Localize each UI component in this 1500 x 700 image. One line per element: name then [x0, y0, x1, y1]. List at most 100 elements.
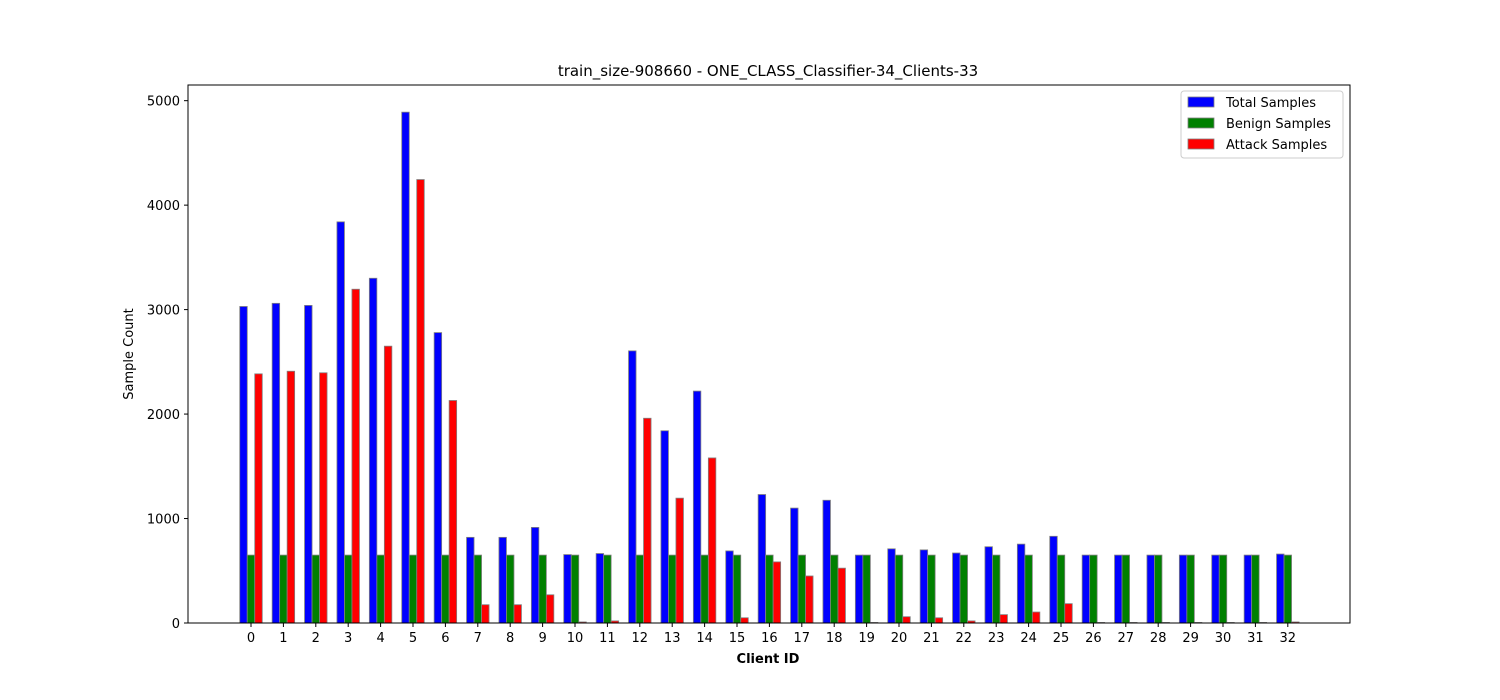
bar-total-samples-5 — [401, 111, 410, 624]
bar-total-samples-22 — [952, 552, 961, 624]
x-tick-label-7: 7 — [474, 631, 482, 646]
legend-label-attack-samples: Attack Samples — [1226, 138, 1327, 153]
bar-benign-samples-28 — [1154, 554, 1163, 624]
x-tick-label-14: 14 — [696, 631, 713, 646]
bar-attack-samples-20 — [902, 616, 911, 624]
bar-total-samples-19 — [854, 554, 864, 624]
x-tick-label-29: 29 — [1182, 631, 1199, 646]
bar-total-samples-3 — [336, 221, 345, 624]
bar-attack-samples-8 — [513, 604, 522, 624]
bar-benign-samples-6 — [441, 554, 450, 624]
bar-attack-samples-24 — [1031, 611, 1041, 624]
y-tick-label-2000: 2000 — [147, 408, 180, 423]
bar-benign-samples-3 — [344, 554, 353, 624]
x-axis-title: Client ID — [737, 652, 800, 667]
bar-benign-samples-23 — [992, 554, 1001, 624]
x-tick-label-16: 16 — [761, 631, 778, 646]
legend-label-benign-samples: Benign Samples — [1226, 117, 1331, 132]
bar-total-samples-25 — [1049, 535, 1058, 624]
bar-total-samples-29 — [1178, 554, 1188, 624]
x-tick-label-9: 9 — [538, 631, 546, 646]
x-tick-label-19: 19 — [858, 631, 875, 646]
bar-benign-samples-27 — [1121, 554, 1130, 624]
bar-total-samples-24 — [1016, 543, 1026, 624]
x-tick-label-4: 4 — [376, 631, 384, 646]
bar-total-samples-9 — [530, 527, 540, 624]
bar-benign-samples-7 — [473, 554, 482, 624]
legend-label-total-samples: Total Samples — [1225, 96, 1316, 111]
bar-attack-samples-5 — [416, 179, 425, 624]
bar-total-samples-30 — [1211, 554, 1220, 624]
bar-total-samples-21 — [919, 549, 929, 624]
bar-total-samples-32 — [1276, 553, 1285, 624]
legend-swatch-total-samples — [1187, 96, 1215, 108]
bar-total-samples-28 — [1146, 554, 1155, 624]
bar-benign-samples-16 — [765, 554, 774, 624]
bar-total-samples-14 — [692, 390, 702, 624]
x-tick-label-32: 32 — [1280, 631, 1297, 646]
bar-attack-samples-13 — [675, 497, 684, 624]
x-tick-label-17: 17 — [794, 631, 811, 646]
bar-attack-samples-4 — [383, 345, 393, 624]
bar-attack-samples-14 — [707, 457, 717, 624]
bar-benign-samples-24 — [1024, 554, 1033, 624]
bar-total-samples-13 — [660, 430, 669, 624]
bar-benign-samples-11 — [603, 554, 612, 624]
bars-group — [239, 111, 1300, 624]
x-tick-label-12: 12 — [632, 631, 649, 646]
bar-benign-samples-1 — [279, 554, 288, 624]
x-tick-label-18: 18 — [826, 631, 843, 646]
legend-items: Total Samples Benign Samples Attack Sample… — [1187, 96, 1331, 153]
bar-total-samples-31 — [1243, 554, 1253, 624]
bar-total-samples-20 — [887, 548, 896, 624]
chart-title: train_size-908660 - ONE_CLASS_Classifier… — [558, 62, 978, 81]
y-tick-label-1000: 1000 — [147, 513, 180, 528]
bar-attack-samples-21 — [934, 617, 944, 624]
x-tick-label-21: 21 — [923, 631, 940, 646]
x-tick-label-22: 22 — [956, 631, 973, 646]
y-tick-label-5000: 5000 — [147, 95, 180, 110]
bar-benign-samples-20 — [894, 554, 904, 624]
x-axis: 0 1 2 3 4 5 6 7 8 9 10 11 12 13 14 15 16 17 18 19 20 21 22 23 24… — [247, 623, 1296, 646]
y-axis: 0 1000 2000 3000 4000 5000 — [147, 95, 188, 632]
x-tick-label-5: 5 — [409, 631, 417, 646]
x-tick-label-2: 2 — [312, 631, 320, 646]
bar-total-samples-27 — [1114, 554, 1123, 624]
bar-total-samples-6 — [433, 332, 443, 624]
bar-attack-samples-2 — [319, 372, 328, 624]
bar-benign-samples-17 — [797, 554, 806, 624]
bar-total-samples-16 — [757, 494, 767, 624]
x-tick-label-10: 10 — [567, 631, 584, 646]
x-tick-label-11: 11 — [599, 631, 616, 646]
y-tick-label-3000: 3000 — [147, 304, 180, 319]
bar-attack-samples-1 — [286, 370, 296, 624]
bar-benign-samples-5 — [408, 554, 418, 624]
x-tick-label-3: 3 — [344, 631, 352, 646]
y-tick-label-4000: 4000 — [147, 199, 180, 214]
bar-total-samples-26 — [1081, 554, 1091, 624]
x-tick-label-27: 27 — [1118, 631, 1135, 646]
legend-frame — [1180, 90, 1344, 159]
bar-benign-samples-32 — [1283, 554, 1292, 624]
bar-total-samples-23 — [984, 546, 993, 624]
bar-benign-samples-21 — [927, 554, 936, 624]
bar-total-samples-11 — [595, 553, 605, 624]
bar-benign-samples-31 — [1251, 554, 1260, 624]
plot-frame — [187, 84, 1351, 624]
bar-benign-samples-18 — [830, 554, 839, 624]
bar-total-samples-4 — [368, 277, 378, 624]
bar-total-samples-18 — [822, 499, 831, 624]
bar-total-samples-1 — [271, 302, 281, 624]
bar-attack-samples-17 — [805, 575, 814, 624]
bar-attack-samples-25 — [1064, 603, 1073, 624]
y-tick-label-0: 0 — [172, 617, 180, 632]
x-tick-label-30: 30 — [1215, 631, 1232, 646]
bar-benign-samples-30 — [1218, 554, 1228, 624]
legend-swatch-attack-samples — [1187, 138, 1215, 150]
bar-benign-samples-2 — [311, 554, 320, 624]
x-tick-label-31: 31 — [1247, 631, 1264, 646]
x-tick-label-28: 28 — [1150, 631, 1167, 646]
bar-benign-samples-22 — [959, 554, 968, 624]
bar-attack-samples-9 — [545, 594, 555, 624]
bar-attack-samples-15 — [740, 617, 749, 624]
